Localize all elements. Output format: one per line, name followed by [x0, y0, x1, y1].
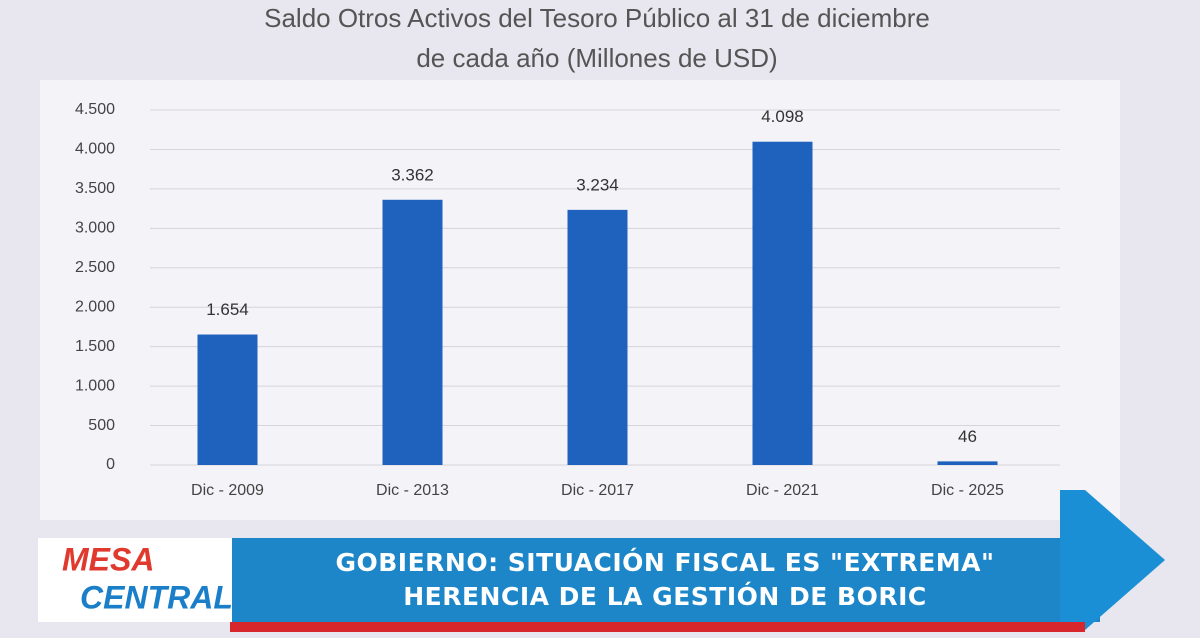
bar	[937, 461, 998, 465]
value-label: 4.098	[761, 107, 804, 126]
headline-line: GOBIERNO: SITUACIÓN FISCAL ES "EXTREMA"	[335, 547, 994, 577]
y-tick-label: 0	[106, 456, 115, 473]
y-tick-label: 1.500	[75, 338, 115, 355]
y-tick-label: 4.000	[75, 141, 115, 158]
bar	[197, 334, 258, 465]
value-label: 46	[958, 427, 977, 446]
logo-top: MESA	[62, 541, 154, 577]
bar	[752, 141, 813, 466]
x-tick-label: Dic - 2017	[561, 482, 634, 499]
x-tick-label: Dic - 2013	[376, 482, 449, 499]
value-label: 3.234	[576, 175, 619, 194]
bar	[567, 209, 628, 465]
y-tick-label: 1.000	[75, 377, 115, 394]
value-label: 1.654	[206, 300, 249, 319]
chart-subtitle: de cada año (Millones de USD)	[416, 43, 777, 73]
plot: 0 500 1.000 1.500 2.000 2.500 3.000 3.500 4.000 4…	[75, 101, 1060, 499]
bar	[382, 199, 443, 465]
y-tick-label: 3.000	[75, 220, 115, 237]
headline-band	[230, 538, 1100, 622]
x-tick-label: Dic - 2025	[931, 482, 1004, 499]
y-tick-label: 3.500	[75, 180, 115, 197]
y-tick-label: 2.500	[75, 259, 115, 276]
value-label: 3.362	[391, 165, 434, 184]
y-tick-label: 500	[88, 417, 115, 434]
arrow	[1060, 490, 1165, 630]
x-tick-label: Dic - 2021	[746, 482, 819, 499]
y-tick-label: 2.000	[75, 298, 115, 315]
y-tick-label: 4.500	[75, 101, 115, 118]
chart-title: Saldo Otros Activos del Tesoro Público a…	[264, 3, 930, 33]
logo-bottom: CENTRAL	[80, 579, 233, 615]
red-stripe	[230, 622, 1085, 632]
logo-box	[38, 538, 232, 622]
headline-line: HERENCIA DE LA GESTIÓN DE BORIC	[403, 581, 927, 611]
x-tick-label: Dic - 2009	[191, 482, 264, 499]
